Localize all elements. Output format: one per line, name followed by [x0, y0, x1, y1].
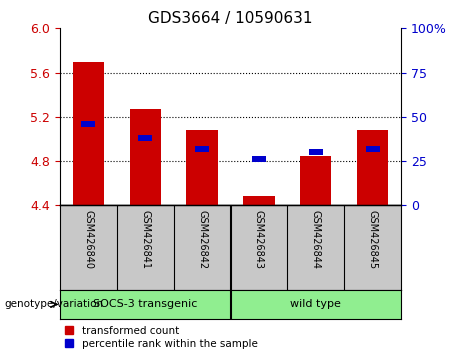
Bar: [186, 130, 218, 205]
Text: genotype/variation: genotype/variation: [5, 299, 104, 309]
Bar: [138, 135, 152, 141]
Bar: [243, 196, 275, 205]
Bar: [366, 145, 380, 152]
Bar: [357, 130, 388, 205]
Bar: [195, 145, 209, 152]
Text: GSM426842: GSM426842: [197, 210, 207, 269]
Legend: transformed count, percentile rank within the sample: transformed count, percentile rank withi…: [65, 326, 258, 349]
Text: SOCS-3 transgenic: SOCS-3 transgenic: [93, 299, 197, 309]
Title: GDS3664 / 10590631: GDS3664 / 10590631: [148, 11, 313, 26]
Text: wild type: wild type: [290, 299, 341, 309]
Text: GSM426845: GSM426845: [367, 210, 378, 269]
Text: GSM426841: GSM426841: [140, 210, 150, 269]
Bar: [130, 109, 161, 205]
Bar: [309, 149, 323, 155]
Bar: [73, 62, 104, 205]
Text: GSM426840: GSM426840: [83, 210, 94, 269]
Text: GSM426843: GSM426843: [254, 210, 264, 269]
Bar: [300, 155, 331, 205]
Bar: [81, 121, 95, 127]
Text: GSM426844: GSM426844: [311, 210, 321, 269]
Bar: [252, 156, 266, 162]
